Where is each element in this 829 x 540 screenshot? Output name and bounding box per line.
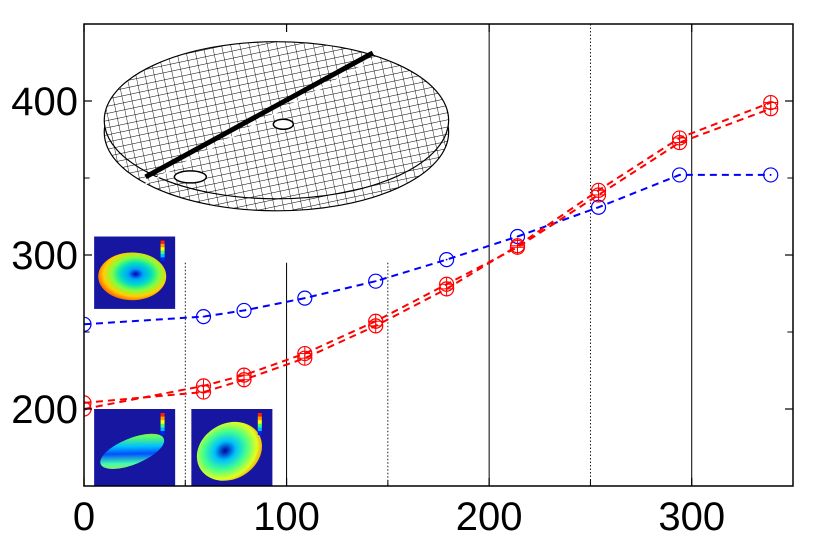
contour-inset-bottom-left: [94, 409, 176, 486]
series-2-point-5: [439, 276, 455, 292]
contour-inset-top: [94, 236, 176, 309]
tick-labels: 0 100 200 300 200 300 400: [11, 80, 725, 539]
y-tick-label-400: 400: [11, 80, 78, 124]
series-2-point-2: [236, 367, 252, 383]
series-2-point-1: [195, 378, 212, 394]
series-2-point-8: [671, 134, 688, 151]
series-1-point-0: [84, 395, 92, 411]
axis-ticks: [83, 24, 793, 486]
vertical-reference-lines: [184, 24, 693, 486]
series-0-point-4: [368, 273, 384, 289]
x-tick-label-200: 200: [456, 495, 523, 539]
series-0-point-3: [297, 290, 313, 306]
series-layer: [84, 94, 779, 417]
y-tick-label-300: 300: [11, 234, 78, 278]
series-0-point-5: [439, 252, 455, 268]
x-tick-label-0: 0: [73, 495, 95, 539]
mesh-disc-inset: [103, 41, 450, 212]
y-tick-label-200: 200: [11, 388, 78, 432]
series-2-point-3: [297, 345, 313, 362]
series-0-point-9: [763, 167, 779, 183]
x-tick-label-100: 100: [253, 495, 320, 539]
contour-inset-bottom-right: [191, 409, 273, 486]
series-0-point-2: [236, 302, 252, 319]
series-1-line: [84, 101, 772, 404]
series-2-point-4: [368, 313, 384, 329]
inset-images: [94, 41, 450, 486]
series-0-point-8: [671, 167, 688, 183]
series-0-point-1: [195, 309, 212, 325]
series-2-point-9: [763, 101, 779, 117]
series-2-point-7: [590, 187, 607, 203]
series-2-point-6: [509, 239, 526, 255]
x-tick-label-300: 300: [658, 495, 725, 539]
